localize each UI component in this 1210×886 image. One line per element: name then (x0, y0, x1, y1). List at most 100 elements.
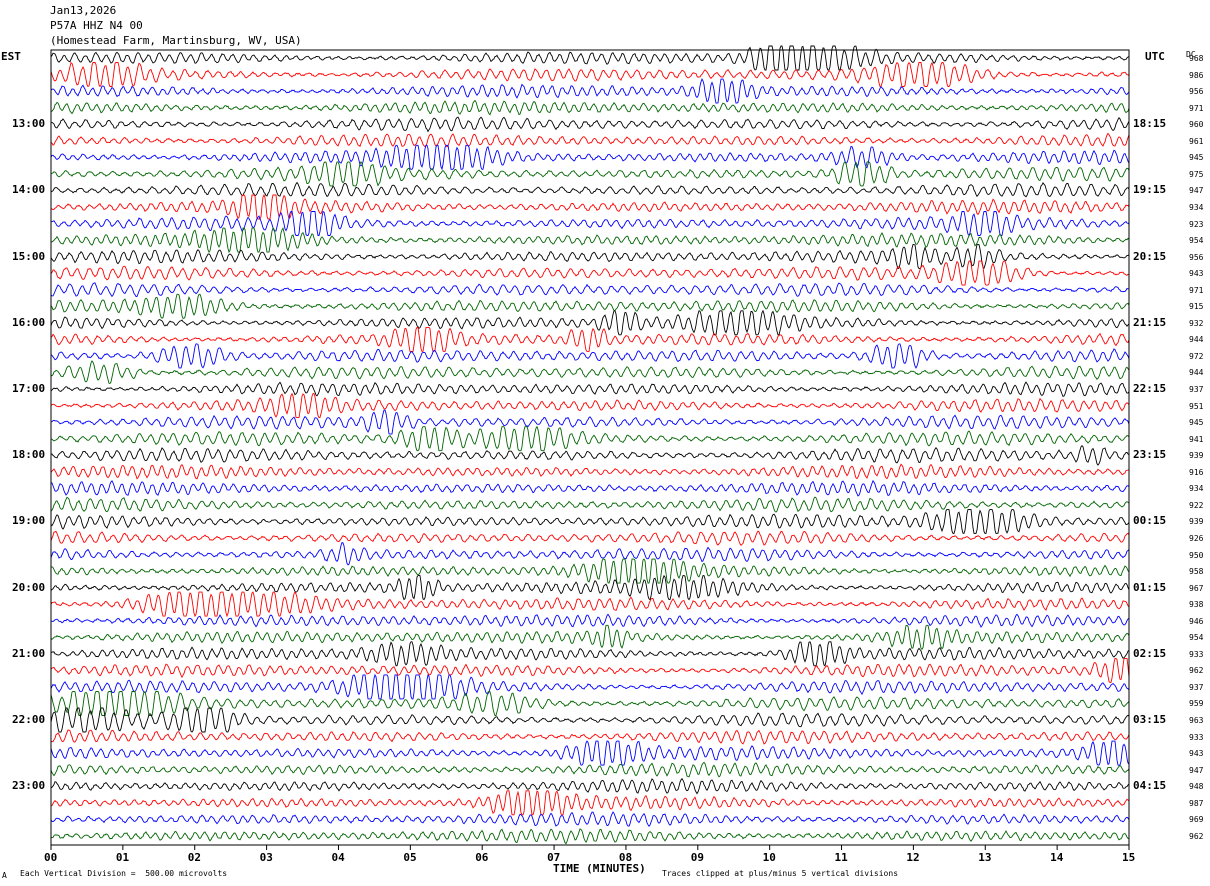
trace-31 (50, 558, 1130, 584)
trace-18 (50, 343, 1130, 369)
trace-10 (51, 210, 1130, 237)
x-axis-title: TIME (MINUTES) (553, 862, 646, 875)
dc-value: 939 (1189, 517, 1204, 527)
right-hour-label: 18:15 (1133, 117, 1167, 131)
trace-8 (50, 181, 1130, 198)
right-hour-label: 02:15 (1133, 646, 1167, 660)
x-tick-label-01: 01 (115, 851, 130, 864)
trace-37 (50, 657, 1130, 683)
dc-value: 938 (1189, 600, 1204, 610)
dc-value: 987 (1189, 798, 1204, 808)
x-tick-label-02: 02 (187, 851, 201, 864)
trace-12 (50, 244, 1130, 270)
right-hour-label: 00:15 (1133, 514, 1167, 528)
trace-32 (50, 574, 1130, 601)
corner-mark: A (2, 871, 7, 880)
left-hour-label: 19:00 (12, 514, 46, 528)
trace-20 (50, 381, 1130, 397)
dc-value: 960 (1189, 120, 1204, 130)
trace-group (50, 45, 1130, 845)
trace-16 (50, 309, 1130, 336)
trace-30 (50, 542, 1130, 566)
right-hour-label: 23:15 (1133, 448, 1167, 462)
dc-value: 962 (1189, 666, 1204, 676)
trace-24 (50, 445, 1130, 466)
plot-border (50, 49, 1130, 846)
dc-value: 947 (1189, 765, 1204, 775)
trace-27 (50, 496, 1130, 513)
trace-42 (50, 740, 1130, 766)
dc-value: 943 (1189, 749, 1204, 759)
dc-value: 923 (1189, 219, 1204, 229)
dc-value: 937 (1189, 385, 1204, 394)
x-tick-label-04: 04 (331, 851, 345, 864)
trace-23 (50, 425, 1130, 452)
trace-2 (50, 78, 1130, 104)
trace-19 (50, 360, 1130, 385)
dc-value: 972 (1189, 351, 1204, 361)
dc-value: 934 (1189, 202, 1204, 212)
dc-value: 956 (1189, 252, 1204, 262)
trace-1 (50, 61, 1130, 88)
right-axis-title: UTC (1145, 50, 1165, 63)
right-hour-label: 21:15 (1133, 315, 1167, 329)
trace-6 (50, 144, 1130, 171)
trace-21 (50, 392, 1130, 419)
trace-41 (50, 729, 1130, 745)
dc-value: 969 (1189, 815, 1204, 825)
dc-value: 941 (1189, 434, 1204, 444)
trace-39 (50, 691, 1130, 717)
x-axis-ticks (50, 845, 1130, 850)
x-tick-label-08: 08 (618, 851, 633, 864)
trace-22 (50, 409, 1130, 435)
plot-frame (50, 49, 1130, 846)
dc-value: 951 (1189, 401, 1204, 411)
trace-15 (50, 293, 1130, 319)
x-tick-label-15: 15 (1122, 851, 1136, 864)
clip-note: Traces clipped at plus/minus 5 vertical … (662, 869, 899, 878)
left-hour-label: 22:00 (12, 713, 46, 726)
trace-45 (50, 790, 1130, 816)
trace-46 (50, 811, 1130, 827)
dc-value: 943 (1189, 269, 1204, 279)
x-tick-label-12: 12 (906, 851, 920, 864)
x-tick-label-06: 06 (475, 851, 489, 864)
trace-26 (50, 479, 1130, 497)
trace-25 (50, 463, 1130, 480)
dc-value: 944 (1189, 368, 1204, 378)
dc-value: 933 (1189, 649, 1204, 659)
header-date: Jan13,2026 (50, 4, 117, 17)
dc-value: 968 (1189, 54, 1204, 63)
dc-value: 945 (1189, 153, 1204, 163)
dc-value: 962 (1189, 831, 1204, 841)
dc-value: 948 (1189, 782, 1204, 792)
trace-17 (50, 326, 1130, 352)
dc-value: 959 (1189, 699, 1204, 709)
trace-0 (50, 45, 1130, 71)
trace-35 (50, 624, 1130, 651)
trace-9 (50, 193, 1130, 220)
dc-value: 950 (1189, 550, 1204, 560)
left-hour-label: 17:00 (12, 382, 46, 395)
trace-47 (50, 828, 1130, 845)
dc-value: 915 (1189, 302, 1204, 312)
left-hour-label: 15:00 (12, 249, 46, 263)
right-hour-label: 20:15 (1133, 249, 1167, 263)
right-hour-label: 01:15 (1133, 580, 1167, 594)
scale-note: Each Vertical Division = 500.00 microvol… (20, 869, 228, 878)
trace-5 (50, 132, 1130, 148)
x-tick-label-00: 00 (44, 851, 58, 864)
dc-value: 971 (1189, 103, 1204, 113)
trace-3 (50, 99, 1130, 116)
trace-4 (51, 116, 1130, 133)
dc-value: 967 (1189, 583, 1204, 593)
header-station: P57A HHZ N4 00 (50, 19, 143, 32)
x-tick-label-11: 11 (834, 851, 848, 864)
right-hour-label: 04:15 (1133, 779, 1167, 793)
trace-7 (50, 161, 1130, 187)
x-tick-label-13: 13 (978, 851, 992, 864)
dc-value: 932 (1189, 318, 1204, 328)
dc-value: 937 (1189, 682, 1204, 692)
dc-value: 975 (1189, 169, 1204, 179)
